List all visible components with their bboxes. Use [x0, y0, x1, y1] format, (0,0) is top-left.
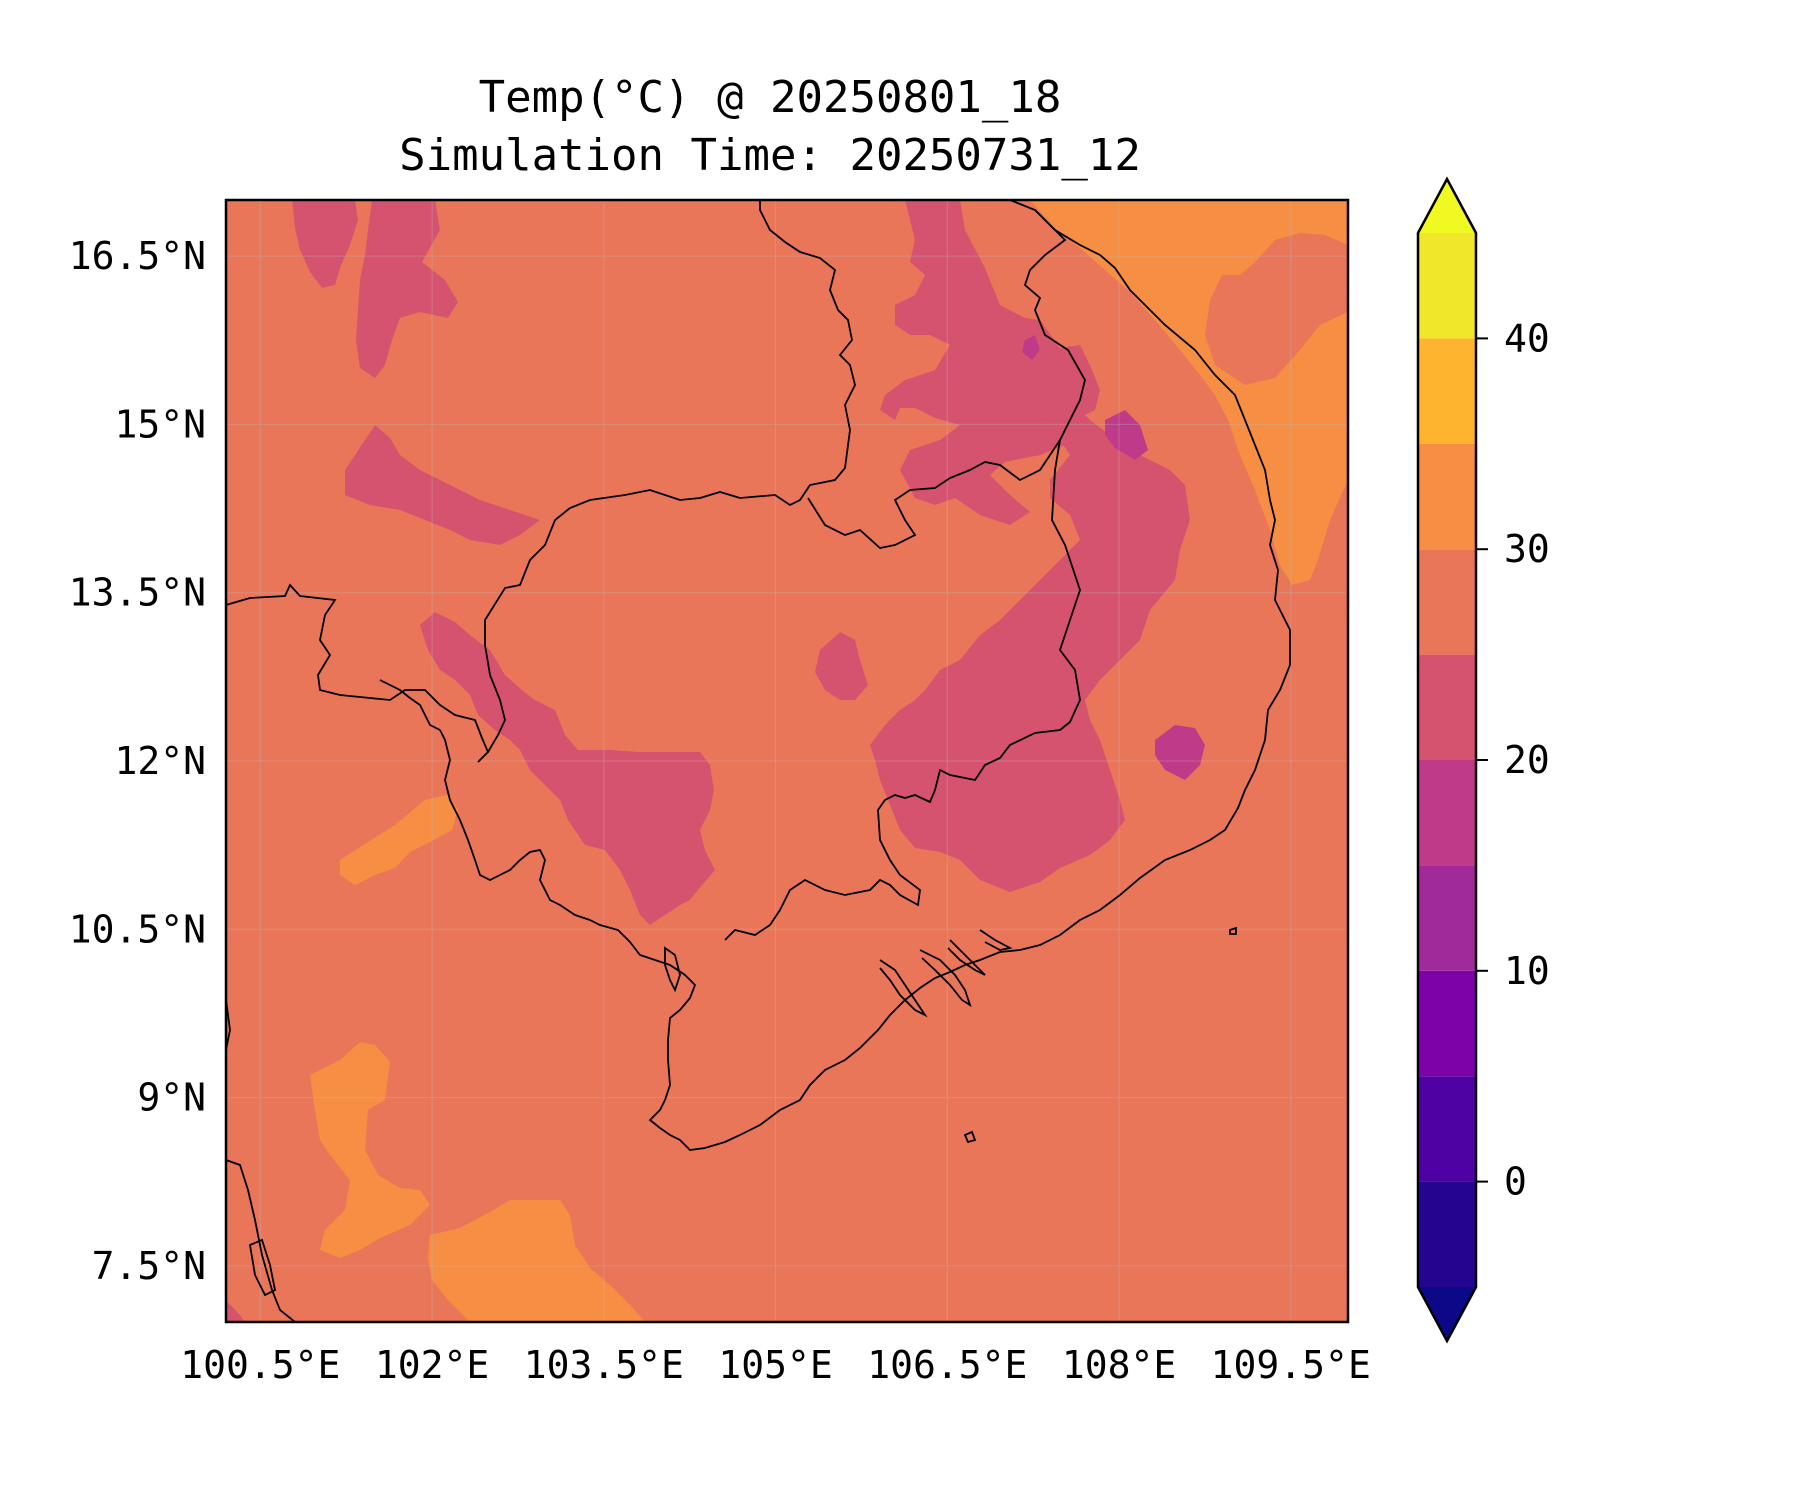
- x-tick-label: 109.5°E: [1211, 1343, 1371, 1387]
- cold-spot-highland-2: [1155, 725, 1205, 780]
- colorbar: 0 10 20 30 40: [1416, 176, 1550, 1344]
- x-tick-label: 105°E: [718, 1343, 832, 1387]
- colorbar-segment: [1418, 1181, 1476, 1287]
- temperature-field: [226, 200, 1348, 1322]
- cool-area-central-west: [345, 425, 540, 545]
- cambodia-coast: [439, 729, 591, 921]
- y-tick-label: 13.5°N: [69, 571, 206, 615]
- coastlines-borders: [226, 200, 1291, 1322]
- warm-area-southwest: [310, 1042, 430, 1258]
- colorbar-extend-max: [1418, 179, 1476, 233]
- cambodia-north-border: [484, 200, 856, 753]
- west-coast-bottom: [226, 999, 231, 1051]
- colorbar-extend-min: [1418, 1287, 1476, 1341]
- colorbar-segment: [1418, 338, 1476, 444]
- gridlines: [226, 200, 1348, 1322]
- y-axis: 16.5°N 15°N 13.5°N 12°N 10.5°N 9°N 7.5°N: [69, 234, 206, 1288]
- x-axis: 100.5°E 102°E 103.5°E 105°E 106.5°E 108°E 109.…: [180, 1343, 1371, 1387]
- x-tick-label: 100.5°E: [180, 1343, 340, 1387]
- cold-spot-north: [1022, 335, 1040, 360]
- map-subtitle: Simulation Time: 20250731_12: [399, 130, 1141, 181]
- small-island-1: [963, 1130, 977, 1144]
- cold-contours-15-20: [1022, 335, 1205, 780]
- colorbar-segment: [1418, 443, 1476, 550]
- cold-spot-highland-1: [1105, 410, 1148, 460]
- x-tick-label: 108°E: [1062, 1343, 1176, 1387]
- colorbar-segment: [1418, 970, 1476, 1077]
- colorbar-segment: [1418, 760, 1476, 866]
- cool-contours-20-25: [226, 200, 1190, 1322]
- cambodia-vietnam-border: [724, 439, 1081, 941]
- thai-coast-island: [248, 1238, 277, 1297]
- colorbar-tick-label: 0: [1504, 1160, 1527, 1204]
- delta-islands: [879, 929, 1013, 1018]
- warm-area-gulf: [340, 795, 458, 885]
- phu-quoc-island: [664, 946, 681, 993]
- y-tick-label: 10.5°N: [69, 907, 206, 951]
- thailand-cambodia-border: [226, 583, 490, 763]
- colorbar-tick-label: 20: [1504, 738, 1550, 782]
- laos-vietnam-border: [807, 200, 1086, 549]
- cool-area-cambodia-center: [815, 632, 868, 700]
- map-title: Temp(°C) @ 20250801_18: [478, 72, 1062, 123]
- colorbar-segment: [1418, 1076, 1476, 1182]
- x-tick-label: 102°E: [375, 1343, 489, 1387]
- y-tick-label: 7.5°N: [92, 1244, 206, 1288]
- y-tick-label: 15°N: [114, 402, 206, 446]
- y-tick-label: 9°N: [137, 1076, 206, 1120]
- cool-area-vietnam-highlands: [870, 330, 1190, 892]
- cool-area-laos: [880, 200, 1100, 525]
- colorbar-segment: [1418, 549, 1476, 655]
- warm-area-south: [428, 1200, 645, 1322]
- cool-area-north-1: [292, 200, 358, 288]
- thailand-gulf-coast: [379, 679, 441, 731]
- vietnam-coast: [999, 209, 1291, 953]
- colorbar-outline: [1416, 176, 1478, 1344]
- colorbar-segment: [1418, 654, 1476, 760]
- cool-area-bottom-left: [226, 1300, 245, 1322]
- map-frame: [224, 198, 1350, 1324]
- colorbar-segment: [1418, 865, 1476, 971]
- cool-area-cambodia-west: [420, 612, 715, 925]
- x-tick-label: 103.5°E: [524, 1343, 684, 1387]
- colorbar-tick-label: 30: [1504, 527, 1550, 571]
- colorbar-tick-label: 40: [1504, 316, 1550, 360]
- colorbar-tick-label: 10: [1504, 949, 1550, 993]
- y-tick-label: 16.5°N: [69, 234, 206, 278]
- x-tick-label: 106.5°E: [867, 1343, 1027, 1387]
- southern-tip: [226, 1159, 296, 1322]
- cool-area-north-2: [356, 200, 458, 378]
- small-island-2: [1229, 926, 1237, 935]
- colorbar-segment: [1418, 233, 1476, 339]
- y-tick-label: 12°N: [114, 739, 206, 783]
